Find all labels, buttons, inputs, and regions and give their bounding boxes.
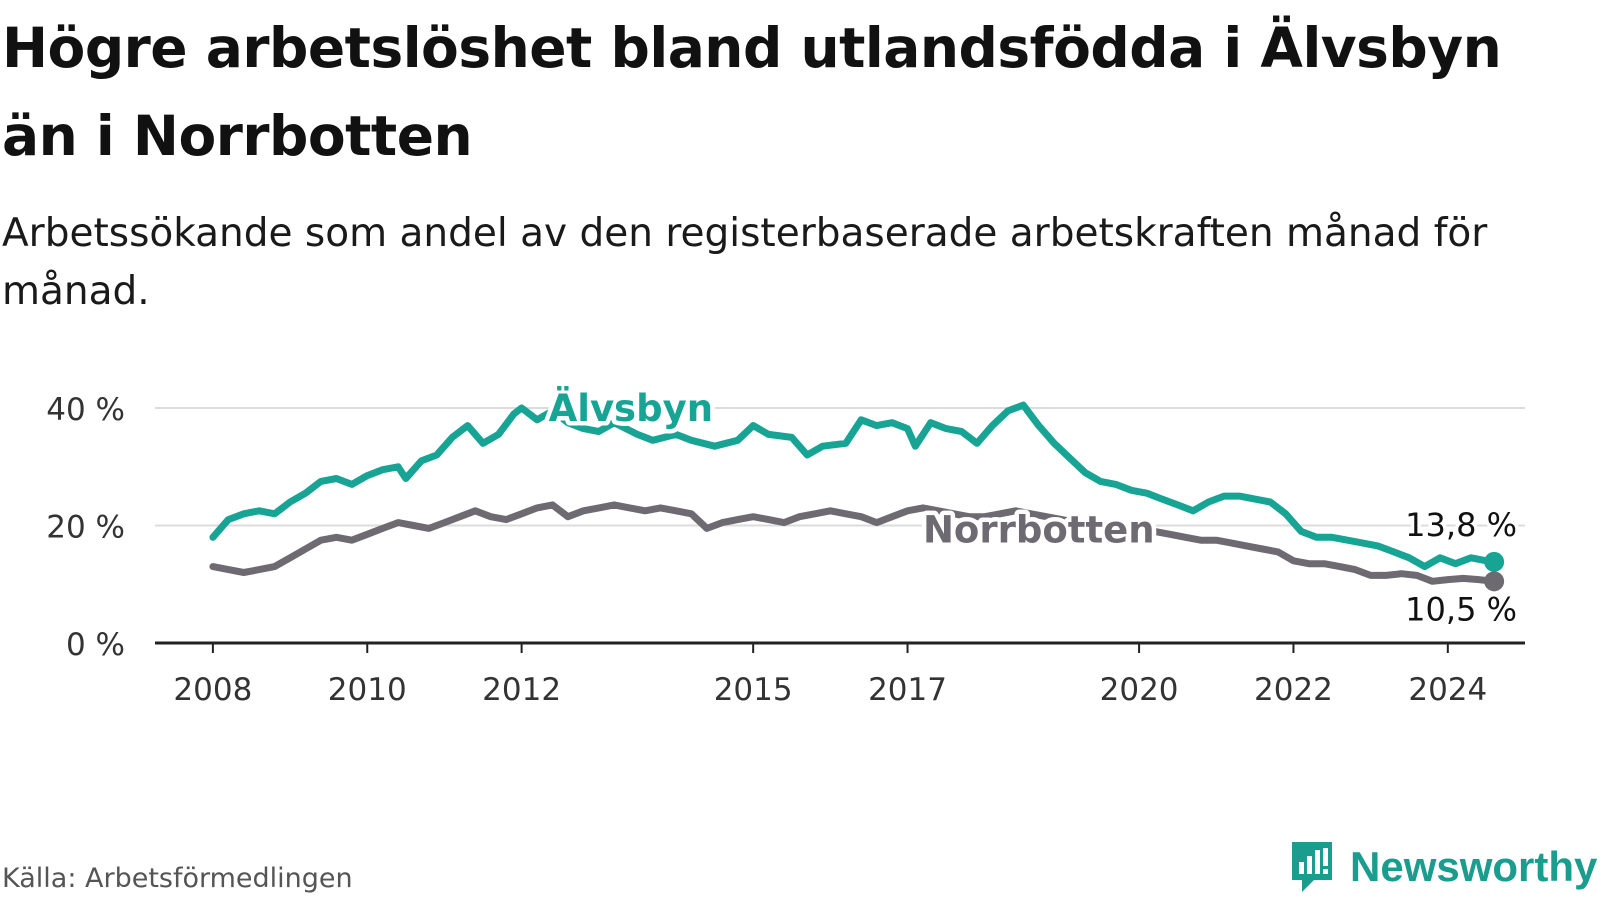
series-line-alvsbyn xyxy=(209,401,1498,571)
y-tick-label: 20 % xyxy=(46,510,125,546)
x-tick-label: 2022 xyxy=(1254,672,1333,708)
y-tick-label: 0 % xyxy=(66,627,125,663)
x-tick-label: 2008 xyxy=(173,672,252,708)
series-name-label-norrbotten: Norrbotten xyxy=(923,509,1155,552)
series-end-dot-norrbotten xyxy=(1484,571,1505,592)
x-tick-label: 2012 xyxy=(482,672,561,708)
x-tick-label: 2020 xyxy=(1100,672,1179,708)
series-value-label-norrbotten: 10,5 % xyxy=(1405,590,1517,628)
source-note: Källa: Arbetsförmedlingen xyxy=(2,863,353,894)
series-name-label-alvsbyn: Älvsbyn xyxy=(549,386,713,430)
series-value-label-alvsbyn: 13,8 % xyxy=(1405,506,1517,544)
x-tick-label: 2010 xyxy=(328,672,407,708)
x-tick-label: 2017 xyxy=(868,672,947,708)
x-tick-label: 2024 xyxy=(1408,672,1487,708)
series-line-norrbotten xyxy=(209,501,1498,585)
gridlines xyxy=(155,407,1525,527)
series-labels: Älvsbyn Norrbotten 13,8 % 10,5 % xyxy=(544,382,1520,632)
chart-title: Högre arbetslöshet bland utlandsfödda i … xyxy=(2,16,1502,168)
y-tick-label: 40 % xyxy=(46,392,125,428)
series-lines xyxy=(209,401,1505,592)
newsworthy-icon xyxy=(1292,842,1332,892)
x-tick-label: 2015 xyxy=(714,672,793,708)
series-end-dot-alvsbyn xyxy=(1484,551,1505,572)
brand-name: Newsworthy xyxy=(1350,843,1598,890)
newsworthy-logo: Newsworthy xyxy=(1288,840,1597,894)
x-axis: 2008 2010 2012 2015 2017 2020 2022 2024 xyxy=(155,641,1525,708)
chart-subtitle: Arbetssökande som andel av den registerb… xyxy=(2,211,1488,314)
line-chart: 0 % 20 % 40 % 2008 2010 2012 2015 2017 2020 2022… xyxy=(46,382,1525,708)
y-axis: 0 % 20 % 40 % xyxy=(46,392,125,663)
